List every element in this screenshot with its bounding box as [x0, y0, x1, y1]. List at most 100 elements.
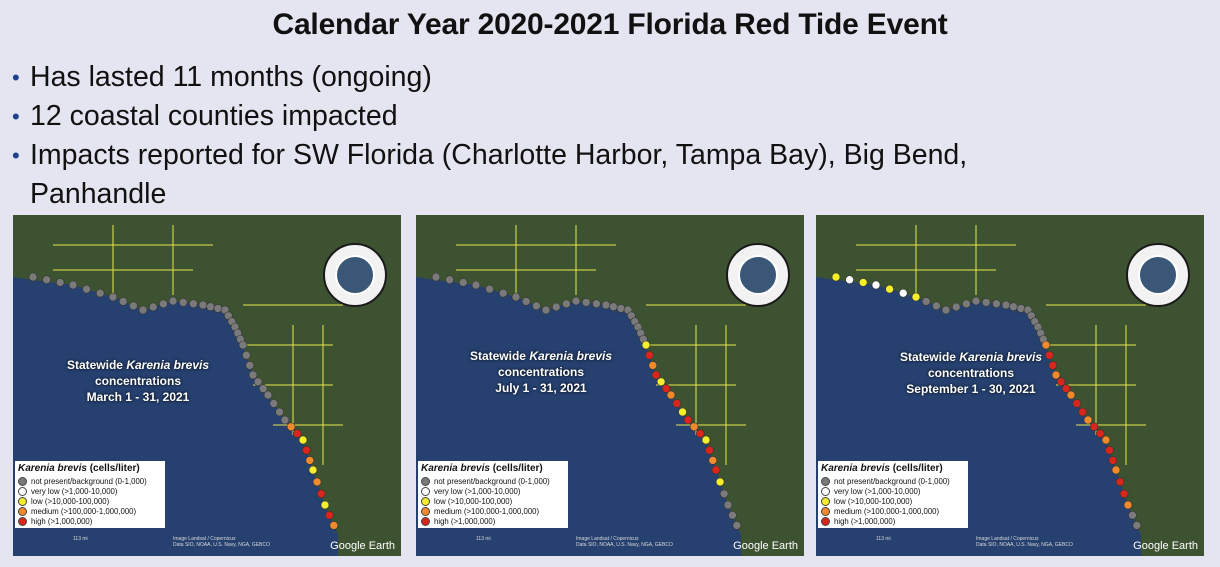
sample-marker — [431, 272, 441, 282]
sample-marker — [532, 301, 541, 311]
sample-marker — [308, 465, 318, 475]
sample-marker — [1041, 340, 1051, 350]
sample-marker — [666, 390, 676, 400]
sample-marker — [845, 275, 854, 285]
sample-marker — [992, 299, 1001, 309]
bullet-text: Impacts reported for SW Florida (Charlot… — [30, 139, 968, 171]
sample-marker — [616, 304, 626, 313]
sample-marker — [1016, 304, 1026, 313]
sample-marker — [148, 302, 158, 312]
map-september: Statewide Karenia brevis concentrations … — [816, 215, 1204, 556]
sample-marker — [711, 465, 721, 475]
sample-marker — [213, 304, 223, 313]
sample-marker — [641, 340, 651, 350]
sample-marker — [159, 299, 168, 309]
sample-marker — [871, 280, 881, 290]
sample-marker — [329, 521, 339, 530]
sample-marker — [242, 350, 251, 360]
county-lines — [53, 225, 343, 465]
fwc-seal-logo — [726, 243, 790, 307]
sample-marker — [645, 350, 654, 360]
bullet-text: Has lasted 11 months (ongoing) — [30, 61, 432, 93]
sample-marker — [609, 302, 618, 311]
florida-land — [816, 215, 1204, 556]
sample-marker — [238, 340, 248, 350]
bullet-item-continued: Panhandle — [12, 175, 1192, 214]
sample-marker — [206, 302, 215, 311]
sample-marker — [858, 278, 868, 287]
sample-marker — [932, 301, 941, 311]
sample-marker — [678, 407, 687, 417]
sample-marker — [705, 445, 714, 455]
map-legend: Karenia brevis (cells/liter) not present… — [15, 461, 165, 528]
attribution: Image Landsat / Copernicus Data SIO, NOAA… — [976, 536, 1073, 548]
sample-marker — [1045, 350, 1054, 360]
sample-marker — [302, 445, 311, 455]
sample-marker — [1105, 445, 1114, 455]
sample-marker — [941, 305, 951, 315]
sample-marker — [138, 305, 148, 315]
sample-marker — [118, 297, 128, 306]
sample-marker — [1056, 377, 1066, 387]
google-earth-logo: Google Earth — [330, 540, 395, 552]
bullet-dot-icon: • — [12, 104, 20, 129]
sample-marker — [689, 422, 699, 432]
sample-marker — [562, 299, 571, 309]
sample-marker — [708, 456, 718, 465]
florida-map-graphic — [416, 215, 804, 556]
sample-marker — [275, 407, 284, 417]
map-march: Statewide Karenia brevis concentrations … — [13, 215, 401, 556]
sample-marker — [648, 361, 658, 370]
sample-marker — [1123, 500, 1133, 510]
sample-marker — [258, 384, 268, 393]
sample-marker — [1051, 370, 1061, 380]
florida-land — [416, 215, 804, 556]
sample-marker — [962, 299, 971, 309]
sample-marker — [695, 429, 705, 438]
bullet-dot-icon: • — [12, 143, 20, 168]
sample-marker — [253, 377, 263, 387]
sample-marker — [521, 297, 531, 306]
map-title: Statewide Karenia brevis concentrations … — [899, 350, 1043, 396]
sample-marker — [981, 298, 991, 307]
sample-marker — [178, 298, 188, 307]
sample-marker — [485, 284, 494, 294]
sample-marker — [1072, 399, 1082, 408]
google-earth-logo: Google Earth — [1133, 540, 1198, 552]
scale-bar: 113 mi — [73, 536, 88, 542]
sample-marker — [55, 278, 65, 287]
sample-marker — [672, 399, 682, 408]
sample-marker — [280, 415, 290, 425]
sample-marker — [28, 272, 38, 282]
sample-marker — [885, 284, 894, 294]
sample-marker — [312, 477, 322, 487]
sample-marker — [1108, 456, 1118, 465]
sample-marker — [715, 477, 725, 487]
sample-marker — [551, 302, 561, 312]
sample-marker — [189, 299, 198, 309]
sample-marker — [198, 300, 208, 310]
sample-marker — [971, 296, 981, 306]
county-lines — [856, 225, 1146, 465]
attribution: Image Landsat / Copernicus Data SIO, NOAA… — [173, 536, 270, 548]
fwc-seal-logo — [323, 243, 387, 307]
sample-marker — [129, 301, 138, 311]
sample-marker — [581, 298, 591, 307]
bullet-list: • Has lasted 11 months (ongoing) • 12 co… — [12, 58, 1192, 214]
sample-marker — [68, 280, 78, 290]
sample-marker — [298, 435, 308, 445]
sample-marker — [1101, 435, 1111, 445]
sample-marker — [445, 275, 454, 285]
sample-marker — [732, 521, 742, 530]
sample-marker — [1095, 429, 1105, 438]
sample-marker — [1089, 422, 1099, 432]
slide-title: Calendar Year 2020-2021 Florida Red Tide… — [272, 8, 948, 41]
sample-marker — [316, 489, 326, 499]
sample-marker — [95, 288, 105, 298]
sample-marker — [898, 288, 908, 298]
sample-marker — [1119, 489, 1129, 499]
sample-marker — [82, 284, 91, 294]
sample-marker — [1115, 477, 1125, 487]
sample-marker — [1066, 390, 1076, 400]
sample-marker — [320, 500, 330, 510]
